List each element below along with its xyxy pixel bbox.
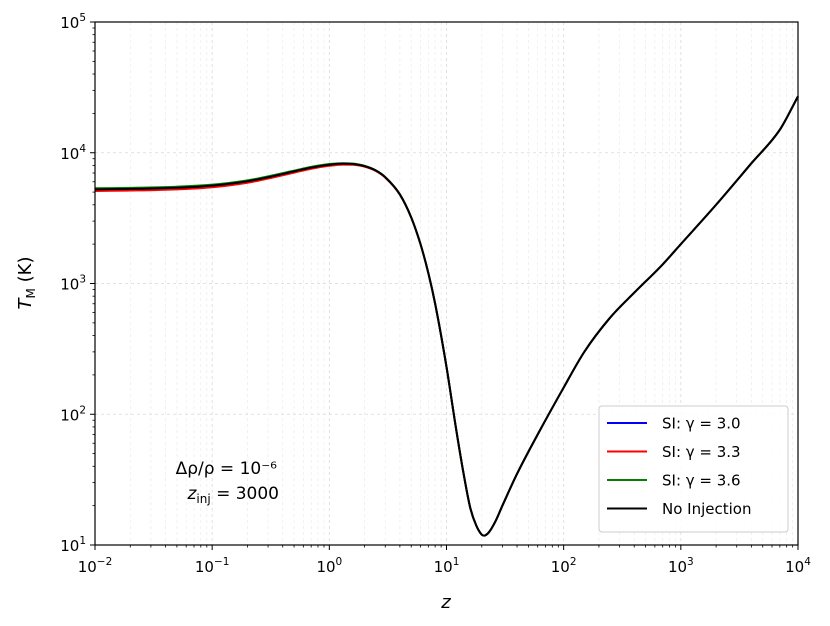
x-tick-label: 102 — [551, 556, 577, 576]
x-tick-label: 10−1 — [195, 556, 230, 576]
ticks — [90, 21, 799, 550]
x-tick-label: 10−2 — [78, 556, 113, 576]
y-tick-label: 103 — [60, 274, 86, 294]
tick-labels: 10−2 10−1 100 101 102 103 104 101 102 103 104 105 — [60, 12, 811, 576]
x-tick-label: 100 — [316, 556, 342, 576]
y-tick-label: 105 — [60, 12, 86, 32]
legend-label-3: SI: γ = 3.6 — [662, 472, 741, 490]
x-tick-label: 101 — [434, 556, 460, 576]
legend-label-1: SI: γ = 3.0 — [662, 415, 741, 433]
series-lines — [94, 95, 799, 537]
series-line-4 — [94, 95, 799, 537]
y-tick-label: 104 — [60, 143, 86, 163]
annotation-delta-rho: Δρ/ρ = 10⁻⁶ — [176, 459, 278, 479]
x-axis-label: z — [440, 592, 451, 613]
legend-label-2: SI: γ = 3.3 — [662, 443, 741, 461]
y-axis-label: TM (K) — [15, 257, 38, 310]
y-tick-label: 101 — [60, 535, 86, 555]
legend: SI: γ = 3.0 SI: γ = 3.3 SI: γ = 3.6 No Inje… — [598, 405, 789, 533]
legend-label-4: No Injection — [662, 500, 751, 518]
x-tick-label: 103 — [668, 556, 694, 576]
legend-box — [598, 405, 789, 533]
annotation-z-inj: zinj = 3000 — [186, 484, 279, 506]
x-tick-label: 104 — [785, 556, 811, 576]
y-tick-label: 102 — [60, 404, 86, 424]
svg-text:TM (K): TM (K) — [15, 257, 38, 310]
annotation: Δρ/ρ = 10⁻⁶ zinj = 3000 — [176, 459, 279, 506]
